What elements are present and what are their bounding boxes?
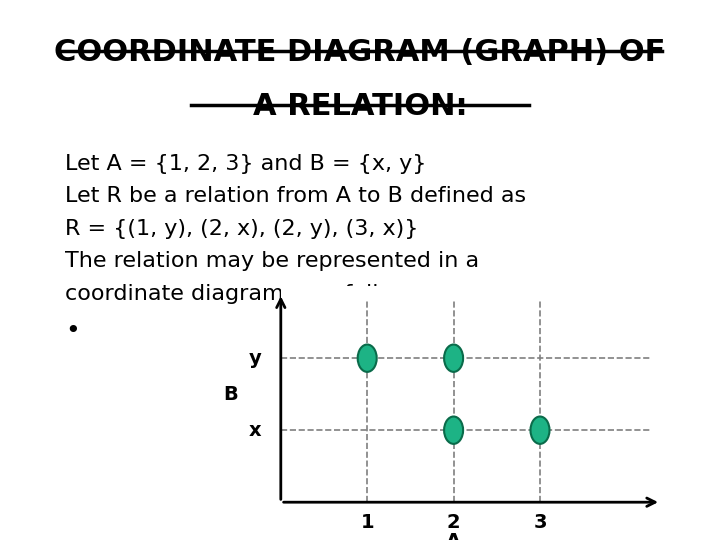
Text: A: A xyxy=(446,532,462,540)
Ellipse shape xyxy=(444,345,463,372)
Text: B: B xyxy=(223,384,238,404)
Text: 3: 3 xyxy=(534,513,546,532)
Ellipse shape xyxy=(444,416,463,444)
Text: Let R be a relation from A to B defined as: Let R be a relation from A to B defined … xyxy=(65,186,526,206)
Text: x: x xyxy=(249,421,262,440)
Text: •: • xyxy=(65,319,79,342)
Text: y: y xyxy=(249,349,262,368)
Text: R = {(1, y), (2, x), (2, y), (3, x)}: R = {(1, y), (2, x), (2, y), (3, x)} xyxy=(65,219,418,239)
Text: 2: 2 xyxy=(447,513,460,532)
Ellipse shape xyxy=(358,345,377,372)
Text: The relation may be represented in a: The relation may be represented in a xyxy=(65,251,479,271)
Ellipse shape xyxy=(531,416,549,444)
Text: COORDINATE DIAGRAM (GRAPH) OF: COORDINATE DIAGRAM (GRAPH) OF xyxy=(54,38,666,67)
Text: Let A = {1, 2, 3} and B = {x, y}: Let A = {1, 2, 3} and B = {x, y} xyxy=(65,154,426,174)
Text: 1: 1 xyxy=(361,513,374,532)
Text: coordinate diagram as    follows:: coordinate diagram as follows: xyxy=(65,284,429,303)
Text: A RELATION:: A RELATION: xyxy=(253,92,467,121)
